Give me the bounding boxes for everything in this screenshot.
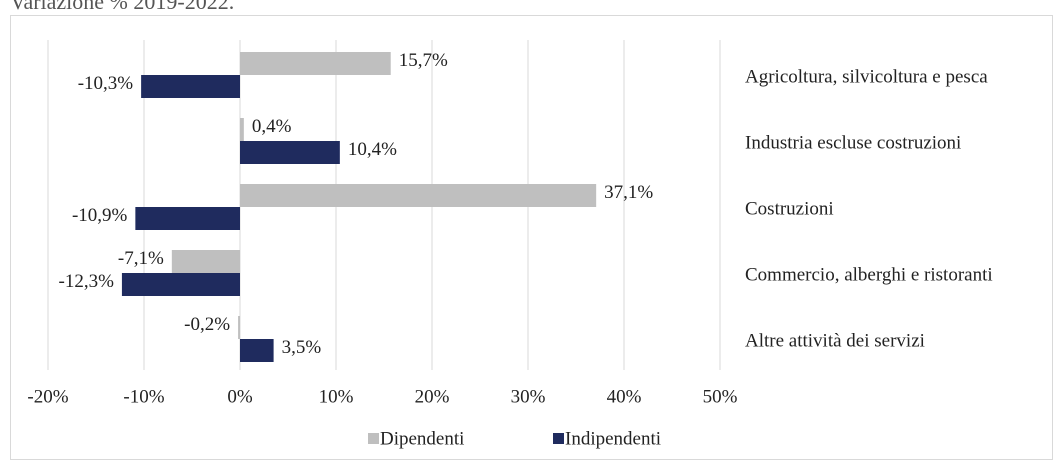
bar (171, 250, 240, 273)
legend-swatch (368, 433, 379, 444)
bar (135, 207, 240, 230)
legend-label: Indipendenti (565, 428, 661, 449)
x-tick-label: 20% (415, 386, 450, 407)
bar (240, 141, 340, 164)
bar (121, 273, 240, 296)
data-label: -10,3% (78, 73, 134, 94)
x-tick-label: 30% (511, 386, 546, 407)
legend-swatch (553, 433, 564, 444)
bar (240, 184, 597, 207)
legend-label: Dipendenti (380, 428, 464, 449)
x-tick-label: 50% (703, 386, 738, 407)
data-label: -0,2% (184, 314, 230, 335)
category-label: Altre attività dei servizi (745, 330, 925, 351)
x-tick-label: 0% (227, 386, 253, 407)
category-label: Costruzioni (745, 198, 834, 219)
data-label: 37,1% (604, 182, 653, 203)
x-tick-label: -20% (27, 386, 68, 407)
category-label: Industria escluse costruzioni (745, 132, 961, 153)
data-label: -7,1% (118, 248, 164, 269)
data-label: -10,9% (72, 205, 128, 226)
data-label: -12,3% (59, 271, 115, 292)
x-tick-label: -10% (123, 386, 164, 407)
data-label: 3,5% (282, 337, 322, 358)
x-tick-label: 10% (319, 386, 354, 407)
bar (238, 316, 240, 339)
bar (141, 75, 240, 98)
category-label: Agricoltura, silvicoltura e pesca (745, 66, 988, 87)
bar (240, 339, 274, 362)
bar (240, 118, 244, 141)
data-label: 15,7% (399, 50, 448, 71)
category-label: Commercio, alberghi e ristoranti (745, 264, 993, 285)
x-tick-label: 40% (607, 386, 642, 407)
bar (240, 52, 391, 75)
data-label: 0,4% (252, 116, 292, 137)
chart-title: Variazione % 2019-2022. (10, 0, 234, 14)
data-label: 10,4% (348, 139, 397, 160)
